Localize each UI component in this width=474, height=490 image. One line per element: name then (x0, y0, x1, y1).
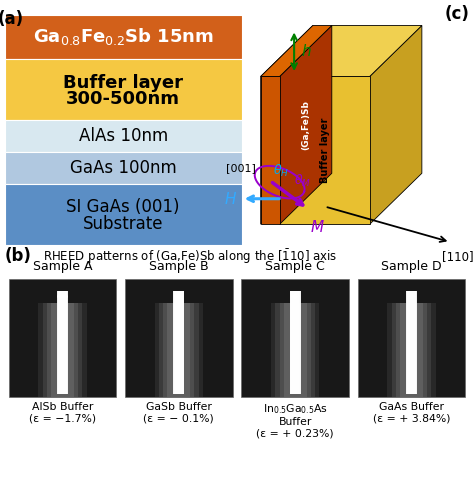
Bar (59, 291, 66, 394)
Bar (5, 59, 242, 120)
Polygon shape (261, 25, 313, 224)
Text: $\theta_H$: $\theta_H$ (273, 163, 289, 179)
Bar (167, 303, 190, 397)
Text: Sample B: Sample B (149, 260, 209, 273)
Bar (43, 303, 82, 397)
Text: 300-500nm: 300-500nm (66, 90, 180, 108)
Bar (163, 303, 194, 397)
Text: Sample A: Sample A (33, 260, 92, 273)
Polygon shape (280, 76, 370, 224)
Bar (175, 291, 183, 394)
Polygon shape (280, 25, 422, 76)
Bar (292, 291, 298, 394)
Bar (5, 184, 242, 245)
Bar (396, 303, 427, 397)
Bar (9, 279, 117, 397)
Text: h: h (301, 44, 311, 59)
Bar (155, 303, 203, 397)
Text: $\theta_M$: $\theta_M$ (294, 173, 311, 189)
Bar (408, 291, 416, 394)
Text: (c): (c) (445, 5, 470, 23)
Text: AlAs 10nm: AlAs 10nm (79, 127, 168, 145)
Text: Sample D: Sample D (381, 260, 442, 273)
Bar (291, 291, 300, 394)
Bar (174, 291, 183, 394)
Bar (57, 291, 68, 394)
Text: (b): (b) (5, 247, 32, 266)
Bar (410, 291, 414, 394)
Text: (a): (a) (0, 10, 24, 28)
Bar (175, 291, 182, 394)
Text: [110]: [110] (442, 250, 473, 263)
Bar (47, 303, 78, 397)
Polygon shape (261, 25, 332, 76)
Bar (392, 303, 431, 397)
Bar (406, 291, 417, 394)
Bar (291, 291, 299, 394)
Bar (275, 303, 315, 397)
Text: Substrate: Substrate (83, 215, 164, 233)
Circle shape (292, 294, 299, 298)
Bar (5, 152, 242, 184)
Bar (125, 279, 233, 397)
Bar (241, 279, 349, 397)
Bar (173, 291, 184, 394)
Bar (357, 279, 465, 397)
Circle shape (408, 294, 415, 298)
Polygon shape (370, 25, 422, 224)
Bar (387, 303, 436, 397)
Text: $H$: $H$ (224, 191, 237, 207)
Bar (290, 291, 301, 394)
Bar (38, 303, 87, 397)
Polygon shape (261, 76, 280, 224)
Text: Buffer layer: Buffer layer (63, 74, 183, 92)
Text: GaAs Buffer
(ε = + 3.84%): GaAs Buffer (ε = + 3.84%) (373, 402, 450, 423)
Bar (58, 291, 66, 394)
Text: AlSb Buffer
(ε = −1.7%): AlSb Buffer (ε = −1.7%) (29, 402, 96, 423)
Bar (51, 303, 74, 397)
Text: [001]: [001] (226, 163, 256, 173)
Text: In$_{0.5}$Ga$_{0.5}$As
Buffer
(ε = + 0.23%): In$_{0.5}$Ga$_{0.5}$As Buffer (ε = + 0.2… (256, 402, 334, 439)
Bar (60, 291, 65, 394)
Circle shape (175, 294, 182, 298)
Bar (400, 303, 423, 397)
Text: Ga$_{0.8}$Fe$_{0.2}$Sb 15nm: Ga$_{0.8}$Fe$_{0.2}$Sb 15nm (33, 26, 214, 47)
Bar (292, 291, 299, 394)
Bar (280, 303, 311, 397)
Bar (271, 303, 319, 397)
Bar (58, 291, 67, 394)
Bar (409, 291, 414, 394)
Bar (5, 120, 242, 152)
Bar (176, 291, 182, 394)
Text: (Ga,Fe)Sb: (Ga,Fe)Sb (301, 100, 310, 150)
Text: Buffer layer: Buffer layer (319, 118, 330, 183)
Bar (293, 291, 297, 394)
Text: Sample C: Sample C (265, 260, 325, 273)
Bar (408, 291, 415, 394)
Bar (284, 303, 307, 397)
Text: SI GaAs (001): SI GaAs (001) (66, 198, 180, 217)
Text: GaAs 100nm: GaAs 100nm (70, 159, 177, 177)
Bar (60, 291, 64, 394)
Bar (407, 291, 416, 394)
Bar (159, 303, 199, 397)
Circle shape (58, 294, 67, 299)
Bar (177, 291, 181, 394)
Text: $M$: $M$ (310, 219, 325, 235)
Polygon shape (280, 25, 332, 224)
Text: RHEED patterns of (Ga,Fe)Sb along the [$\bar{1}$10] axis: RHEED patterns of (Ga,Fe)Sb along the [$… (43, 247, 337, 266)
Text: GaSb Buffer
(ε = − 0.1%): GaSb Buffer (ε = − 0.1%) (144, 402, 214, 423)
Bar (5, 15, 242, 59)
